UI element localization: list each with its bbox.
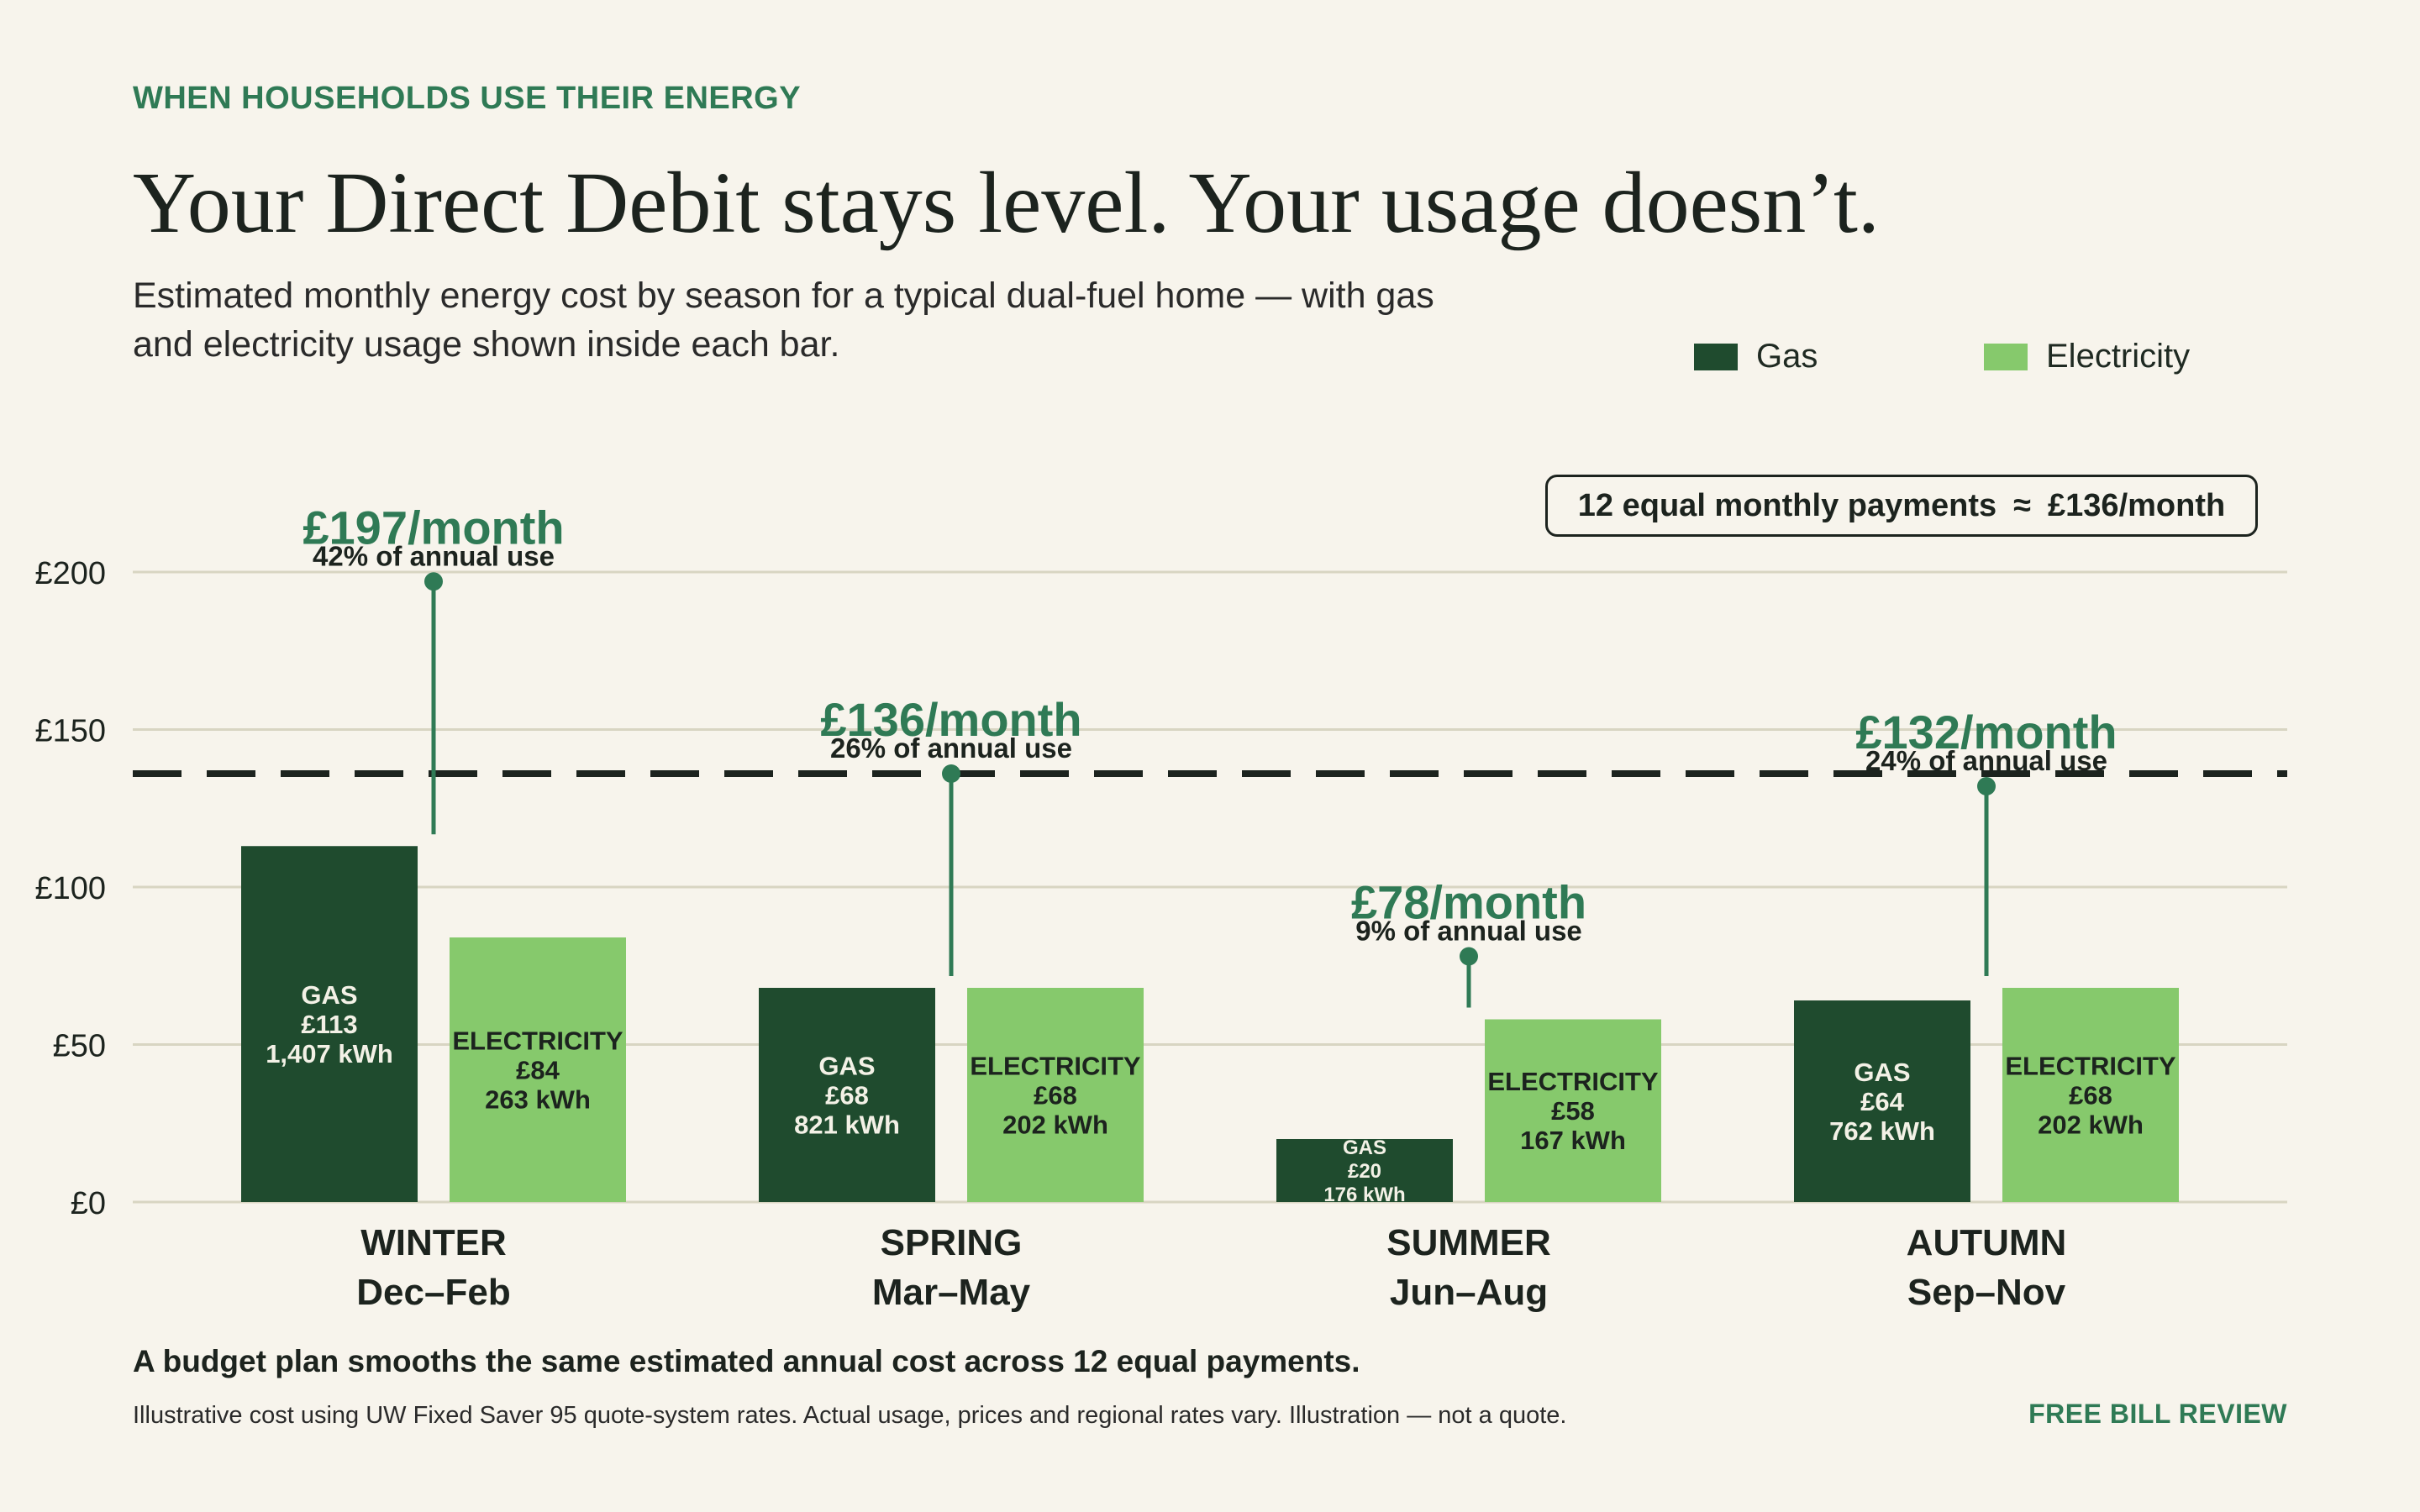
electricity-fuel-label: ELECTRICITY [1487, 1067, 1659, 1096]
callout-approx-symbol: ≈ [2013, 487, 2032, 523]
callout-value: £136/month [2048, 487, 2226, 523]
page-title: Your Direct Debit stays level. Your usag… [133, 155, 1880, 251]
y-tick-label: £100 [34, 871, 106, 906]
electricity-value-label: £68 [2069, 1080, 2112, 1110]
gas-fuel-label: GAS [1854, 1058, 1910, 1087]
electricity-usage-label: 202 kWh [2038, 1110, 2144, 1139]
y-tick-label: £150 [34, 714, 106, 749]
gas-fuel-label: GAS [1343, 1137, 1386, 1159]
gas-value-label: £20 [1348, 1160, 1381, 1183]
legend-item-electricity: Electricity [1984, 338, 2190, 375]
electricity-bar [1485, 1019, 1661, 1202]
total-marker [942, 764, 960, 783]
season-label: AUTUMN [1907, 1222, 2067, 1263]
footer-summary: A budget plan smooths the same estimated… [133, 1344, 1360, 1378]
gas-usage-label: 821 kWh [794, 1110, 900, 1139]
gas-usage-label: 1,407 kWh [266, 1039, 393, 1068]
gas-fuel-label: GAS [301, 980, 357, 1010]
season-total-label: £197/month [302, 501, 564, 554]
gas-bar [759, 988, 935, 1202]
legend-swatch-gas [1694, 343, 1738, 370]
season-share-label: 42% of annual use [313, 540, 555, 571]
legend-label-gas: Gas [1756, 338, 1818, 375]
y-tick-label: £200 [34, 556, 106, 591]
gas-bar [1276, 1139, 1453, 1202]
season-label: WINTER [360, 1222, 507, 1263]
eyebrow-label: WHEN HOUSEHOLDS USE THEIR ENERGY [133, 81, 802, 116]
gas-fuel-label: GAS [818, 1051, 875, 1080]
footer-disclaimer: Illustrative cost using UW Fixed Saver 9… [133, 1402, 1567, 1429]
free-bill-review-link[interactable]: FREE BILL REVIEW [2028, 1399, 2287, 1429]
gas-bar [1794, 1000, 1970, 1202]
y-tick-label: £50 [53, 1029, 106, 1064]
season-share-label: 24% of annual use [1865, 745, 2107, 776]
season-total-label: £132/month [1855, 706, 2117, 759]
total-marker [1460, 947, 1478, 966]
gas-usage-label: 762 kWh [1829, 1116, 1935, 1146]
season-period-label: Sep–Nov [1907, 1272, 2066, 1313]
legend-item-gas: Gas [1694, 338, 1818, 375]
callout-text: 12 equal monthly payments [1577, 487, 1997, 523]
electricity-fuel-label: ELECTRICITY [452, 1026, 623, 1055]
electricity-bar [967, 988, 1144, 1202]
season-share-label: 9% of annual use [1355, 916, 1582, 947]
total-marker [424, 572, 443, 591]
electricity-value-label: £58 [1551, 1096, 1595, 1126]
total-marker [1977, 777, 1996, 795]
electricity-bar [2002, 988, 2179, 1202]
season-period-label: Jun–Aug [1390, 1272, 1548, 1313]
legend-label-electricity: Electricity [2046, 338, 2191, 375]
equal-payment-callout: 12 equal monthly payments ≈ £136/month [1545, 475, 2258, 537]
chart-subtitle: Estimated monthly energy cost by season … [133, 276, 1434, 365]
electricity-fuel-label: ELECTRICITY [970, 1051, 1141, 1080]
electricity-usage-label: 263 kWh [485, 1084, 591, 1114]
electricity-value-label: £68 [1034, 1080, 1077, 1110]
gas-value-label: £68 [825, 1080, 869, 1110]
gas-value-label: £113 [301, 1010, 357, 1039]
electricity-usage-label: 167 kWh [1520, 1126, 1626, 1155]
season-period-label: Dec–Feb [356, 1272, 510, 1313]
gas-value-label: £64 [1860, 1087, 1904, 1116]
season-total-label: £136/month [820, 693, 1081, 746]
gas-usage-label: 176 kWh [1323, 1184, 1405, 1206]
electricity-usage-label: 202 kWh [1002, 1110, 1108, 1139]
gas-bar [241, 846, 418, 1202]
electricity-fuel-label: ELECTRICITY [2005, 1051, 2176, 1080]
season-label: SUMMER [1386, 1222, 1551, 1263]
season-total-label: £78/month [1351, 876, 1586, 929]
y-tick-label: £0 [71, 1186, 106, 1221]
electricity-value-label: £84 [516, 1055, 560, 1084]
legend-swatch-electricity [1984, 343, 2028, 370]
season-share-label: 26% of annual use [830, 732, 1072, 764]
season-label: SPRING [881, 1222, 1023, 1263]
electricity-bar [450, 937, 626, 1202]
season-period-label: Mar–May [872, 1272, 1031, 1313]
